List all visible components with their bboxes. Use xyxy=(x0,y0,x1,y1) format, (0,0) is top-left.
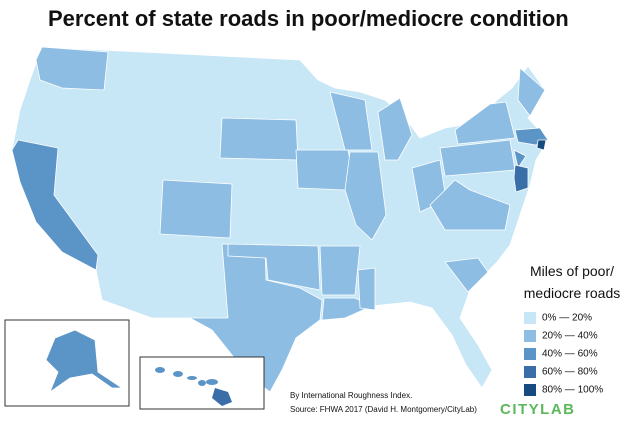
legend-swatch xyxy=(524,348,536,360)
state-region xyxy=(295,149,353,191)
logo: CITYLAB xyxy=(500,401,576,418)
legend-label: 0% — 20% xyxy=(542,313,592,324)
legend-label: 20% — 40% xyxy=(542,331,598,342)
legend-label: 80% — 100% xyxy=(542,385,603,396)
legend-title: mediocre roads xyxy=(524,285,620,301)
legend-title: Miles of poor/ xyxy=(530,263,614,279)
state-region xyxy=(11,46,549,393)
state-region xyxy=(357,267,376,311)
legend-label: 60% — 80% xyxy=(542,367,598,378)
state-region xyxy=(344,151,387,241)
legend-swatch xyxy=(524,330,536,342)
legend-swatch xyxy=(524,366,536,378)
legend-label: 40% — 60% xyxy=(542,349,598,360)
state-region xyxy=(319,245,361,296)
state-region xyxy=(329,91,373,151)
state-region xyxy=(513,149,527,169)
state-region xyxy=(377,97,413,161)
state-region xyxy=(444,257,489,293)
state-region xyxy=(212,388,232,406)
state-region xyxy=(11,139,99,271)
state-region xyxy=(159,179,233,239)
state-region xyxy=(227,243,321,291)
state-region xyxy=(429,179,511,231)
state-region xyxy=(219,117,299,161)
legend-swatch xyxy=(524,384,536,396)
state-region xyxy=(189,243,323,393)
state-region xyxy=(454,101,516,145)
legend-swatch xyxy=(524,312,536,324)
state-region xyxy=(517,67,546,117)
legend: Miles of poor/ mediocre roads 0% — 20% 20… xyxy=(524,263,620,396)
note: Source: FHWA 2017 (David H. Montgomery/C… xyxy=(290,405,477,414)
islands xyxy=(155,367,218,386)
state-region xyxy=(536,139,547,151)
state-region xyxy=(35,46,109,91)
us-map xyxy=(11,46,549,393)
state-region xyxy=(45,329,123,393)
state-region xyxy=(513,164,529,193)
title: Percent of state roads in poor/mediocre … xyxy=(48,6,569,31)
note: By International Roughness Index. xyxy=(290,391,412,400)
